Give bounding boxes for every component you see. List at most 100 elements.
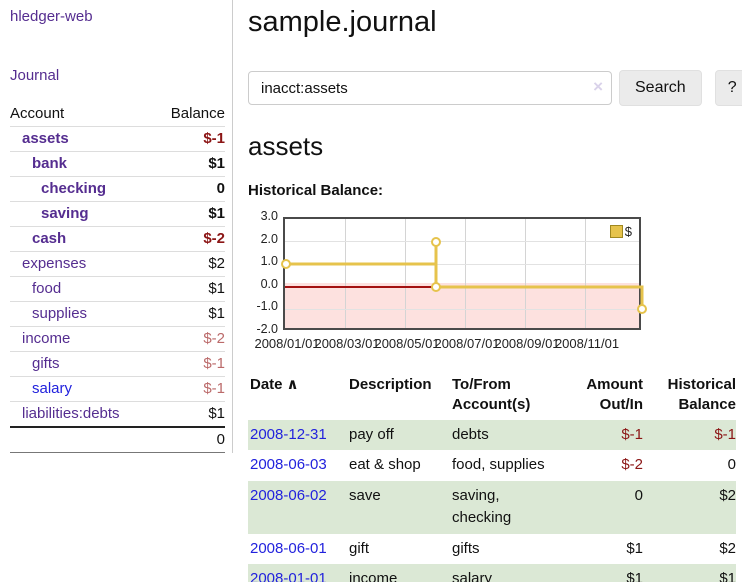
chart-plot-area[interactable]: $ [281,217,647,330]
account-row: liabilities:debts $1 [10,401,225,427]
account-balance: 0 [153,176,225,202]
search-input[interactable] [248,71,612,105]
brand-link[interactable]: hledger-web [10,8,93,25]
total-balance: 0 [153,426,225,453]
account-balance: $-1 [153,376,225,402]
x-tick-label: 2008/03/01 [314,336,380,351]
account-row: food $1 [10,276,225,302]
transaction-accounts: saving, checking [452,487,512,526]
column-header-balance: Historical Balance [667,376,736,414]
sidebar-item-journal[interactable]: Journal [10,67,60,84]
page-title: sample.journal [248,6,437,38]
balance-line-series [281,237,647,314]
account-link-salary[interactable]: salary [32,380,73,397]
chart-title: Historical Balance: [248,182,384,199]
transaction-amount: 0 [634,487,643,504]
account-link-gifts[interactable]: gifts [32,355,60,372]
clear-search-icon[interactable]: × [593,77,603,96]
transaction-description: income [349,570,398,582]
transaction-accounts: debts [452,425,489,443]
account-link-liabilities-debts[interactable]: liabilities:debts [22,405,120,422]
data-point-marker [431,282,441,292]
account-balance: $2 [153,251,225,277]
transaction-row[interactable]: 2008-01-01 income salary $1 $1 [248,564,736,582]
transaction-date-link[interactable]: 2008-06-01 [250,539,327,557]
y-tick-label: 3.0 [260,209,278,223]
account-row: saving $1 [10,201,225,227]
gridline [345,219,346,328]
account-row: cash $-2 [10,226,225,252]
account-page-title: assets [248,131,324,161]
account-tree-total-row: 0 [10,426,225,453]
search-form: × Search ? [248,70,742,106]
transaction-amount: $-1 [621,425,643,443]
y-tick-label: 0.0 [260,277,278,291]
account-row: checking 0 [10,176,225,202]
balance-column-header: Balance [170,105,225,122]
search-button[interactable]: Search [619,70,702,106]
negative-region [285,283,639,328]
transaction-balance: $-1 [714,425,736,443]
transaction-row[interactable]: 2008-12-31 pay off debts $-1 $-1 [248,419,736,451]
sidebar: hledger-web Journal Account Balance asse… [0,0,233,453]
transaction-description: pay off [349,425,394,443]
account-balance: $1 [153,301,225,327]
x-axis-labels: 2008/01/01 2008/03/01 2008/05/01 2008/07… [254,336,665,352]
gridline [405,219,406,328]
data-point-marker [637,304,647,314]
search-box: × [248,71,612,105]
sort-ascending-icon: ∧ [286,376,299,393]
transaction-accounts: salary [452,570,493,582]
column-header-accounts: To/From Account(s) [452,376,531,414]
account-link-assets[interactable]: assets [22,130,69,147]
data-point-marker [431,237,441,247]
account-row: assets $-1 [10,126,225,152]
account-row: expenses $2 [10,251,225,277]
transaction-date-link[interactable]: 2008-06-02 [250,487,327,504]
transaction-description: save [349,487,381,504]
transaction-row[interactable]: 2008-06-03 eat & shop food, supplies $-2… [248,450,736,481]
gridline [465,219,466,328]
transaction-balance: $1 [719,570,736,582]
account-balance: $1 [153,151,225,177]
column-header-date[interactable]: Date ∧ [250,376,299,393]
account-link-income[interactable]: income [22,330,71,347]
account-link-food[interactable]: food [32,280,62,297]
transaction-row[interactable]: 2008-06-02 save saving, checking 0 $2 [248,481,736,534]
transaction-row[interactable]: 2008-06-01 gift gifts $1 $2 [248,534,736,565]
account-balance: $-1 [153,351,225,377]
account-row: income $-2 [10,326,225,352]
column-header-amount: Amount Out/In [586,376,643,414]
transaction-accounts: gifts [452,539,480,557]
account-row: supplies $1 [10,301,225,327]
help-button[interactable]: ? [714,70,742,106]
account-link-checking[interactable]: checking [41,180,107,197]
account-link-cash[interactable]: cash [32,230,67,247]
y-tick-label: 2.0 [260,232,278,246]
transaction-date-link[interactable]: 2008-06-03 [250,456,327,474]
x-tick-label: 2008/07/01 [434,336,500,351]
transaction-date-link[interactable]: 2008-12-31 [250,425,327,443]
x-tick-label: 2008/11/01 [554,336,620,351]
x-tick-label: 2008/05/01 [374,336,440,351]
x-tick-label: 2008/09/01 [494,336,560,351]
transaction-date-link[interactable]: 2008-01-01 [250,570,327,582]
account-balance: $-2 [153,226,225,252]
transaction-description: eat & shop [349,456,421,474]
transaction-accounts: food, supplies [452,456,545,474]
gridline [525,219,526,328]
account-link-saving[interactable]: saving [41,205,89,222]
account-link-supplies[interactable]: supplies [32,305,88,322]
account-balance: $1 [153,276,225,302]
gridline [285,309,639,310]
register-table: Date ∧ Description To/From Account(s) Amo… [248,373,736,582]
account-link-expenses[interactable]: expenses [22,255,87,272]
account-row: bank $1 [10,151,225,177]
legend-label: $ [624,224,632,239]
y-tick-label: -2.0 [256,322,278,336]
account-column-header: Account [10,105,65,122]
transaction-balance: 0 [727,456,736,474]
transaction-balance: $2 [719,487,736,504]
account-link-bank[interactable]: bank [32,155,68,172]
account-tree-header: Account Balance [10,102,225,127]
